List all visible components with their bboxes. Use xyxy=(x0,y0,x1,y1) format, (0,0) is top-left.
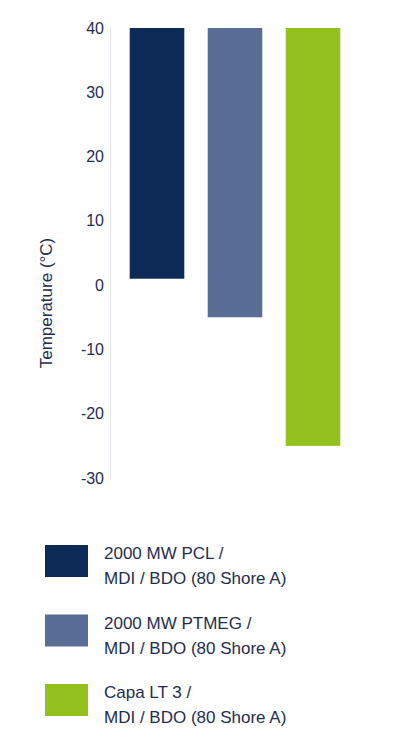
y-axis-title: Temperature (°C) xyxy=(37,238,56,369)
y-tick-label: 40 xyxy=(86,20,104,37)
bars xyxy=(130,28,341,446)
y-tick-label: -30 xyxy=(81,470,104,487)
y-tick-label: 0 xyxy=(95,277,104,294)
bar xyxy=(208,28,263,317)
y-tick-label: 30 xyxy=(86,84,104,101)
legend-label: 2000 MW PTMEG /MDI / BDO (80 Shore A) xyxy=(104,614,286,658)
y-tick-label: 10 xyxy=(86,212,104,229)
legend-swatch xyxy=(45,684,88,716)
legend-swatch xyxy=(45,545,88,577)
y-tick: 40 xyxy=(86,20,110,37)
y-tick: 20 xyxy=(86,148,110,165)
y-tick: -20 xyxy=(81,405,110,422)
chart: -30 -20 -10 0 10 20 30 40 Temperature (°C) 2000 M… xyxy=(0,0,402,750)
y-tick: -30 xyxy=(81,470,110,487)
legend-label: Capa LT 3 /MDI / BDO (80 Shore A) xyxy=(104,683,286,727)
legend: 2000 MW PCL /MDI / BDO (80 Shore A) 2000 … xyxy=(45,544,286,727)
legend-label: 2000 MW PCL /MDI / BDO (80 Shore A) xyxy=(104,544,286,588)
y-tick-label: -10 xyxy=(81,341,104,358)
y-axis-line xyxy=(110,29,111,479)
y-tick: -10 xyxy=(81,341,110,358)
y-tick-label: -20 xyxy=(81,405,104,422)
bar xyxy=(286,28,341,446)
y-axis: -30 -20 -10 0 10 20 30 40 xyxy=(81,20,111,487)
y-tick: 0 xyxy=(95,277,110,294)
bar xyxy=(130,28,185,279)
y-tick-label: 20 xyxy=(86,148,104,165)
y-tick: 10 xyxy=(86,212,110,229)
y-tick: 30 xyxy=(86,84,110,101)
legend-swatch xyxy=(45,615,88,647)
